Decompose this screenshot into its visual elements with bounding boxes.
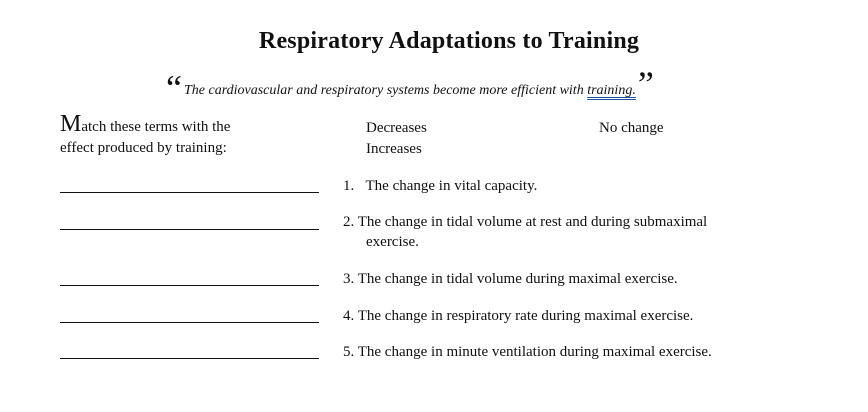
item-text: The change in vital capacity. (365, 178, 538, 194)
instructions: Match these terms with the effect produc… (60, 111, 330, 159)
instructions-line2: effect produced by training: (60, 140, 227, 156)
quote-text: The cardiovascular and respiratory syste… (183, 83, 588, 98)
item-3: 3. The change in tidal volume during max… (343, 269, 678, 290)
instructions-dropcap: M (60, 111, 82, 137)
option-decreases: Decreases (366, 120, 427, 136)
item-number: 3. (343, 271, 355, 287)
quote-underlined-word: training. (587, 83, 636, 98)
item-number: 5. (343, 344, 355, 360)
instructions-line1: atch these terms with the (81, 119, 231, 135)
item-5: 5. The change in minute ventilation duri… (343, 342, 712, 363)
option-no-change: No change (599, 120, 664, 136)
item-4: 4. The change in respiratory rate during… (343, 306, 693, 327)
item-number: 4. (343, 308, 355, 324)
item-text: The change in minute ventilation during … (357, 344, 712, 360)
item-text: The change in respiratory rate during ma… (357, 308, 694, 324)
item-2: 2. The change in tidal volume at rest an… (343, 212, 707, 233)
answer-blank-3[interactable] (60, 285, 319, 286)
item-2-continuation: exercise. (366, 234, 419, 250)
answer-blank-4[interactable] (60, 322, 319, 323)
answer-blank-2[interactable] (60, 229, 319, 230)
open-quote-mark: “ (166, 68, 182, 108)
item-number: 1. (343, 178, 355, 194)
option-increases: Increases (366, 141, 422, 157)
item-1: 1. The change in vital capacity. (343, 176, 537, 197)
answer-blank-1[interactable] (60, 192, 319, 193)
page-title: Respiratory Adaptations to Training (258, 28, 640, 54)
close-quote-mark: ” (637, 64, 654, 104)
item-text: The change in tidal volume at rest and d… (357, 214, 708, 230)
answer-blank-5[interactable] (60, 358, 319, 359)
quote: “The cardiovascular and respiratory syst… (166, 66, 654, 106)
item-number: 2. (343, 214, 355, 230)
item-text: The change in tidal volume during maxima… (357, 271, 678, 287)
